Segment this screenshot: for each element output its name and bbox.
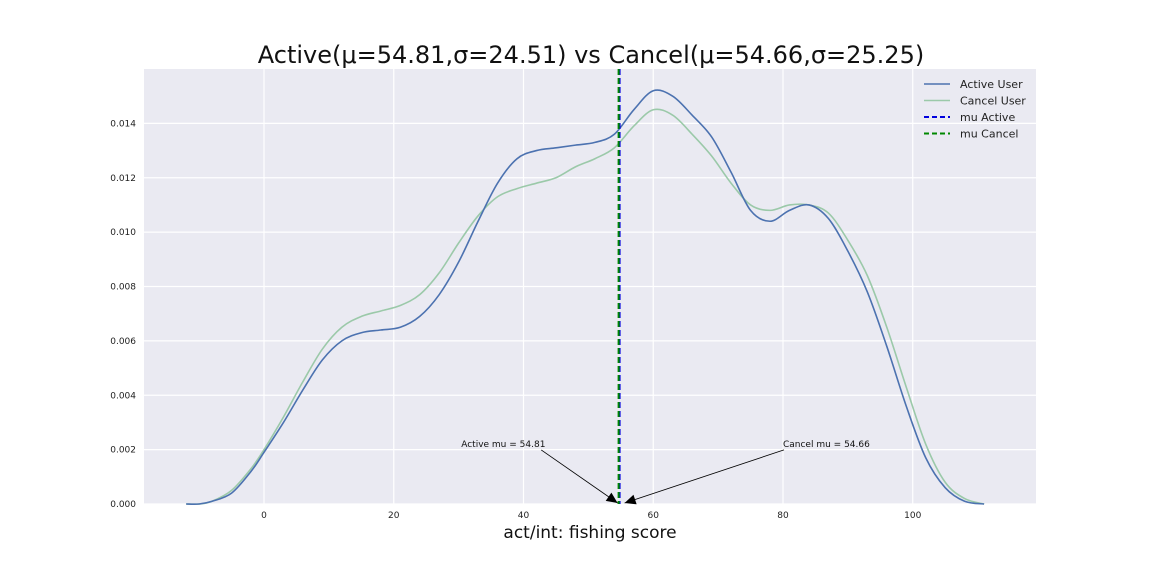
- annotation-arrowhead: [624, 494, 637, 505]
- y-tick-label: 0.012: [110, 174, 136, 184]
- x-tick-label: 100: [904, 511, 921, 521]
- y-tick-label: 0.000: [110, 500, 136, 510]
- y-tick-label: 0.006: [110, 337, 136, 347]
- y-tick-label: 0.002: [110, 446, 136, 456]
- y-tick-label: 0.010: [110, 228, 136, 238]
- annotation-arrow-line: [540, 449, 618, 504]
- cancel-user-density-line: [186, 108, 985, 505]
- x-tick-label: 40: [518, 511, 530, 521]
- x-axis-label: act/int: fishing score: [503, 523, 676, 543]
- annotations: Active mu = 54.81 Cancel mu = 54.66: [461, 440, 870, 505]
- x-tick-label: 80: [777, 511, 789, 521]
- legend-label-mu-cancel: mu Cancel: [960, 128, 1018, 141]
- series-layer: [186, 89, 985, 505]
- x-tick-label: 20: [388, 511, 400, 521]
- grid: [144, 69, 1036, 505]
- tick-labels: 0 20 40 60 80 100 0.000 0.002 0.004 0.006 0.008 0.0…: [110, 119, 921, 521]
- annotation-label: Cancel mu = 54.66: [783, 440, 870, 450]
- y-tick-label: 0.008: [110, 283, 136, 293]
- chart-title: Active(μ=54.81,σ=24.51) vs Cancel(μ=54.6…: [258, 41, 924, 69]
- y-tick-label: 0.004: [110, 391, 136, 401]
- legend-label-mu-active: mu Active: [960, 111, 1015, 124]
- mean-lines: [617, 69, 621, 504]
- x-tick-label: 0: [261, 511, 267, 521]
- legend-label-active-user: Active User: [960, 78, 1023, 91]
- active-user-density-line: [186, 89, 985, 505]
- annotation-arrow-line: [624, 449, 785, 504]
- annotation-label: Active mu = 54.81: [461, 440, 545, 450]
- annotation-arrowhead: [605, 492, 618, 503]
- legend-label-cancel-user: Cancel User: [960, 95, 1026, 108]
- x-tick-label: 60: [648, 511, 660, 521]
- legend: Active User Cancel User mu Active mu Cancel: [924, 78, 1026, 141]
- y-tick-label: 0.014: [110, 119, 136, 129]
